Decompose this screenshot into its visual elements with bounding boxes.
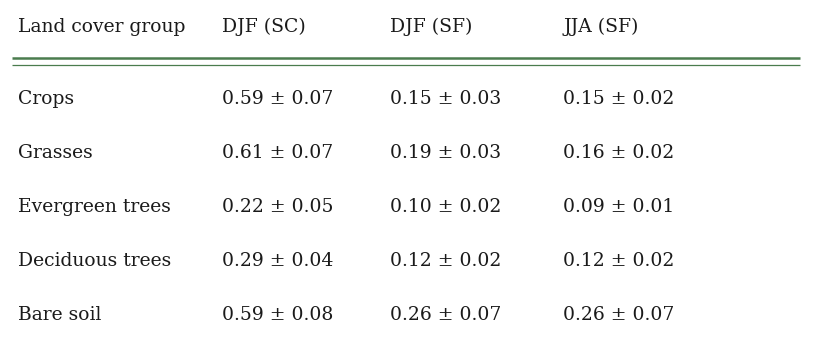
Text: Land cover group: Land cover group [18,18,185,36]
Text: 0.26 ± 0.07: 0.26 ± 0.07 [563,306,674,324]
Text: 0.61 ± 0.07: 0.61 ± 0.07 [222,144,333,162]
Text: Evergreen trees: Evergreen trees [18,198,171,216]
Text: 0.15 ± 0.02: 0.15 ± 0.02 [563,90,674,108]
Text: 0.26 ± 0.07: 0.26 ± 0.07 [390,306,502,324]
Text: 0.59 ± 0.07: 0.59 ± 0.07 [222,90,333,108]
Text: Grasses: Grasses [18,144,93,162]
Text: 0.15 ± 0.03: 0.15 ± 0.03 [390,90,502,108]
Text: 0.16 ± 0.02: 0.16 ± 0.02 [563,144,674,162]
Text: 0.59 ± 0.08: 0.59 ± 0.08 [222,306,333,324]
Text: 0.22 ± 0.05: 0.22 ± 0.05 [222,198,333,216]
Text: 0.12 ± 0.02: 0.12 ± 0.02 [563,252,674,270]
Text: 0.12 ± 0.02: 0.12 ± 0.02 [390,252,502,270]
Text: 0.19 ± 0.03: 0.19 ± 0.03 [390,144,501,162]
Text: 0.29 ± 0.04: 0.29 ± 0.04 [222,252,333,270]
Text: Bare soil: Bare soil [18,306,102,324]
Text: 0.10 ± 0.02: 0.10 ± 0.02 [390,198,502,216]
Text: 0.09 ± 0.01: 0.09 ± 0.01 [563,198,674,216]
Text: Deciduous trees: Deciduous trees [18,252,172,270]
Text: Crops: Crops [18,90,74,108]
Text: DJF (SC): DJF (SC) [222,18,306,36]
Text: DJF (SF): DJF (SF) [390,18,472,36]
Text: JJA (SF): JJA (SF) [563,18,638,36]
